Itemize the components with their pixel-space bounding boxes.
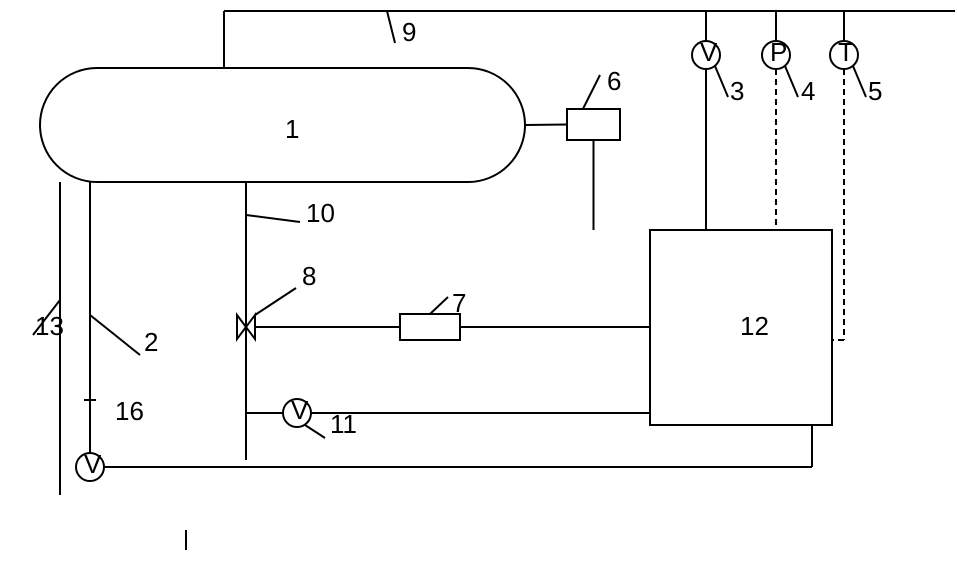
leader-9 bbox=[387, 11, 395, 43]
leader-8 bbox=[255, 288, 296, 315]
leader-7 bbox=[430, 297, 448, 314]
leader-11 bbox=[305, 425, 325, 438]
label-box6: 6 bbox=[607, 66, 621, 96]
tank bbox=[40, 68, 525, 182]
gauge-v11-letter: V bbox=[291, 395, 309, 425]
label-valve8: 8 bbox=[302, 261, 316, 291]
label-box7: 7 bbox=[452, 288, 466, 318]
label-v16: 16 bbox=[115, 396, 144, 426]
label-v11: 11 bbox=[330, 409, 357, 439]
leader-6 bbox=[583, 75, 600, 109]
label-p_gauge: 4 bbox=[801, 76, 815, 106]
leader-5 bbox=[853, 66, 866, 97]
label-tank_leader: 9 bbox=[402, 17, 416, 47]
gauge-t5-letter: T bbox=[838, 37, 854, 67]
gauge-v3-letter: V bbox=[700, 37, 718, 67]
gauge-v16-letter: V bbox=[84, 449, 102, 479]
label-label10: 10 bbox=[306, 198, 335, 228]
leader-10 bbox=[246, 215, 300, 222]
gauge-p4-letter: P bbox=[770, 37, 787, 67]
tank-to-box6 bbox=[525, 125, 567, 126]
label-t_gauge: 5 bbox=[868, 76, 882, 106]
leader-2 bbox=[90, 315, 140, 355]
box-7 bbox=[400, 314, 460, 340]
label-label13: 13 bbox=[35, 311, 64, 341]
box-6 bbox=[567, 109, 620, 140]
leader-4 bbox=[785, 66, 798, 97]
label-block12: 12 bbox=[740, 311, 769, 341]
label-valve_label: 2 bbox=[144, 327, 158, 357]
label-tank: 1 bbox=[285, 114, 299, 144]
leader-3 bbox=[715, 66, 728, 97]
label-v_gauge: 3 bbox=[730, 76, 744, 106]
